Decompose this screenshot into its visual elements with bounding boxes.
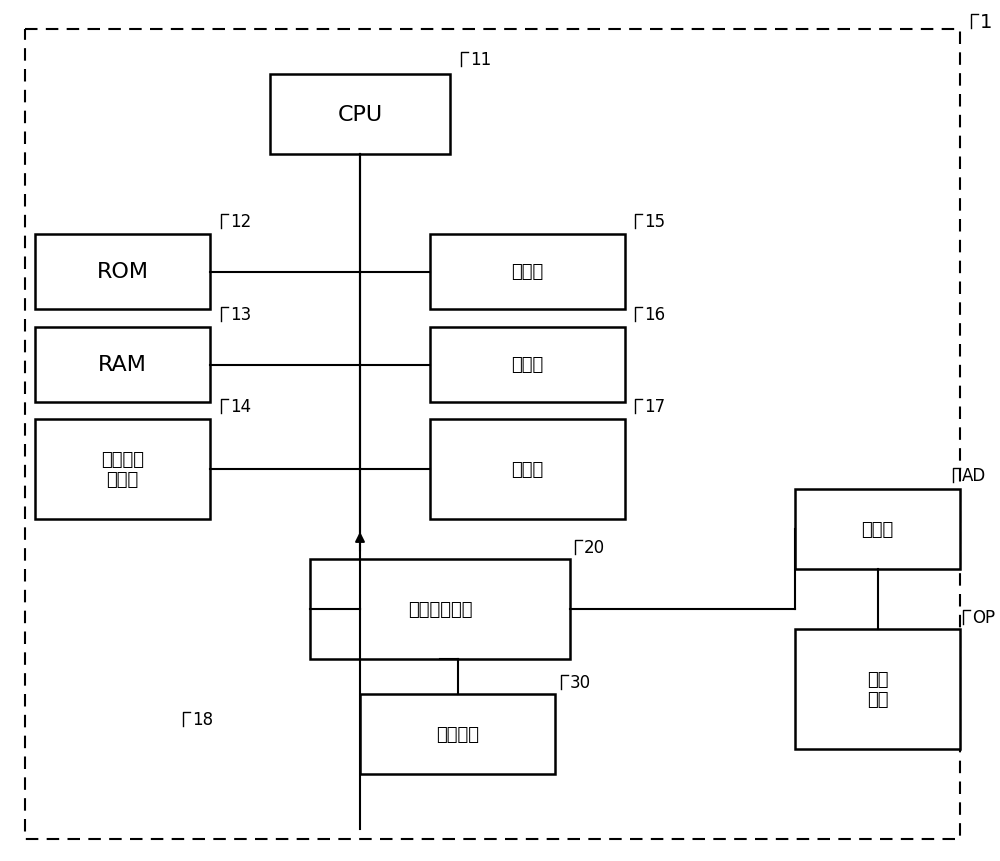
Bar	[360, 694, 555, 774]
Text: 30: 30	[570, 673, 591, 691]
Text: 适配器: 适配器	[861, 520, 894, 538]
Text: 20: 20	[584, 538, 605, 556]
Bar	[310, 560, 570, 660]
Text: 1: 1	[980, 13, 992, 32]
Bar	[795, 629, 960, 749]
Text: 15: 15	[644, 213, 665, 231]
Text: 14: 14	[230, 398, 251, 416]
Text: 12: 12	[230, 213, 251, 231]
Bar	[35, 419, 210, 519]
Bar	[795, 489, 960, 569]
Bar	[270, 75, 450, 155]
Text: 17: 17	[644, 398, 665, 416]
Text: 16: 16	[644, 306, 665, 324]
Text: OP: OP	[972, 608, 995, 626]
Text: CPU: CPU	[337, 105, 383, 125]
Text: RAM: RAM	[98, 355, 147, 375]
Text: 非易失性
存储器: 非易失性 存储器	[101, 450, 144, 489]
Bar	[35, 235, 210, 310]
Text: AD: AD	[962, 467, 986, 485]
Text: 外部
电源: 外部 电源	[867, 670, 888, 709]
Text: 输入部: 输入部	[511, 263, 544, 282]
Text: 电源控制装置: 电源控制装置	[408, 600, 472, 618]
Text: ROM: ROM	[97, 263, 149, 282]
Text: 通信部: 通信部	[511, 461, 544, 479]
Bar	[430, 328, 625, 403]
Text: 显示部: 显示部	[511, 356, 544, 374]
Text: 13: 13	[230, 306, 251, 324]
Bar	[430, 419, 625, 519]
Bar	[35, 328, 210, 403]
Bar	[430, 235, 625, 310]
Text: 11: 11	[470, 51, 491, 69]
Text: 18: 18	[192, 710, 213, 728]
Text: 二次电池: 二次电池	[436, 725, 479, 743]
